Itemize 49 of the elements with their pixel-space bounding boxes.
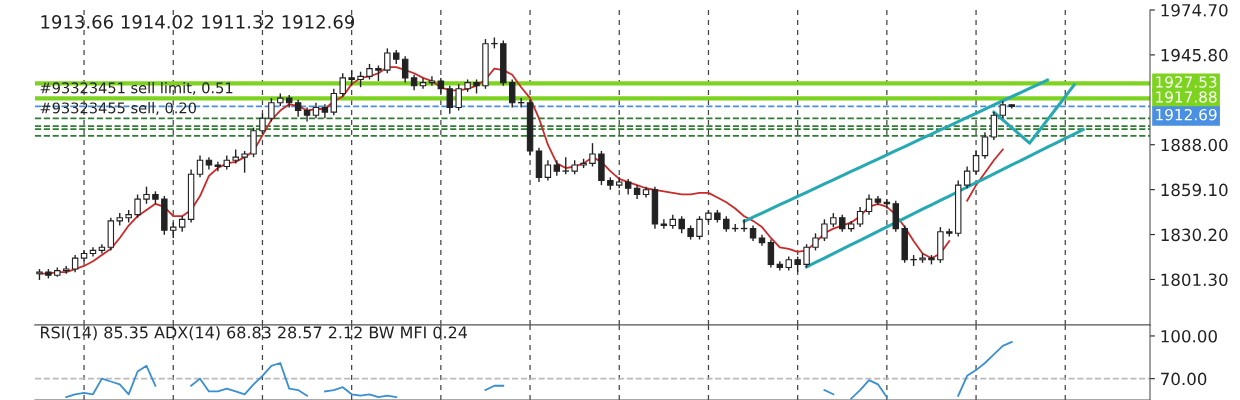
candlestick (401, 55, 409, 84)
candlestick (660, 218, 668, 230)
line-series (805, 127, 1085, 269)
candlestick (196, 154, 204, 179)
y-tick-label: 1888.00 (1161, 138, 1228, 152)
candlestick (803, 243, 810, 269)
candlestick (339, 72, 346, 98)
annotation: RSI(14) 85.35 ADX(14) 68.83 28.57 2.12 BW MFI 0.24 (41, 326, 468, 341)
candlestick (776, 260, 784, 272)
ref-line-label: 1927.53 (1156, 76, 1217, 88)
y-tick-label: 1830.20 (1161, 228, 1228, 242)
candlestick (89, 246, 97, 258)
candlestick (259, 112, 266, 135)
candlestick (214, 161, 222, 172)
candlestick (419, 77, 427, 90)
candlestick (268, 97, 275, 123)
line-series (742, 78, 1049, 223)
candlestick (544, 159, 552, 182)
annotation: 1913.66 1914.02 1911.32 1912.69 (41, 15, 355, 29)
y-tick-label: 1801.30 (1161, 273, 1228, 287)
y-tick-label: 1974.70 (1161, 3, 1228, 17)
candlestick (134, 193, 141, 219)
candlestick (250, 126, 257, 158)
candlestick (821, 218, 828, 242)
candlestick (241, 150, 248, 174)
candlestick (981, 131, 989, 160)
ref-line-label: 1917.88 (1156, 91, 1217, 103)
y-tick-label: 100.00 (1161, 329, 1217, 343)
ref-line-label: 1912.69 (1156, 108, 1217, 121)
candlestick (446, 84, 454, 115)
y-tick-label: 70.00 (1161, 372, 1207, 386)
y-tick-label: 1945.80 (1161, 48, 1228, 62)
candlestick (508, 78, 516, 109)
candlestick (696, 215, 703, 241)
candlestick (865, 193, 873, 216)
annotation: #93323451 sell limit, 0.51 (40, 82, 233, 95)
candlestick (990, 111, 998, 141)
candlestick (972, 150, 980, 175)
candlestick (428, 75, 436, 87)
candlestick (330, 88, 338, 116)
candlestick (589, 142, 596, 168)
line-series (992, 83, 1076, 145)
candlestick (384, 47, 391, 74)
candlestick (455, 83, 462, 112)
candlestick (767, 238, 775, 269)
candlestick (856, 206, 864, 228)
candlestick (963, 165, 971, 189)
y-tick-label: 1859.10 (1161, 183, 1228, 197)
candlestick (98, 243, 106, 255)
